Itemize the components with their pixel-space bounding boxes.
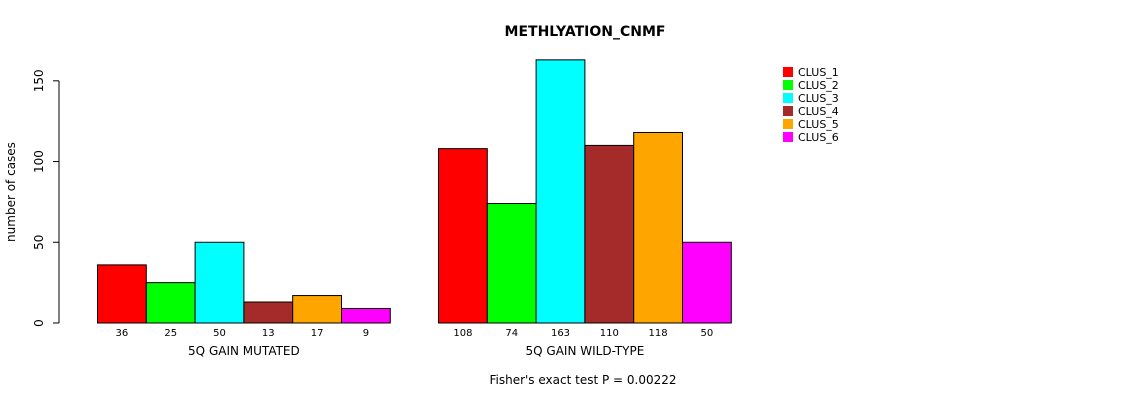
legend-label: CLUS_1 [798,66,839,79]
bar [243,301,294,324]
legend-swatch [783,119,793,129]
bar-count-label: 25 [164,328,177,339]
legend-item: CLUS_2 [783,79,839,92]
legend-swatch [783,106,793,116]
bar [292,295,343,324]
bar-count-label: 163 [551,328,570,339]
legend-item: CLUS_1 [783,66,839,79]
legend-swatch [783,67,793,77]
legend-label: CLUS_5 [798,118,839,131]
legend-swatch [783,80,793,90]
legend-label: CLUS_4 [798,105,839,118]
bar [97,264,147,324]
bar [145,282,196,324]
bar-count-label: 50 [701,328,714,339]
legend-label: CLUS_6 [798,131,839,144]
bar [682,241,732,324]
chart-title: METHLYATION_CNMF [505,24,666,40]
group-label: 5Q GAIN WILD-TYPE [526,344,645,358]
y-tick-label: 50 [32,235,46,250]
legend-label: CLUS_2 [798,79,839,92]
bar-count-labels: 36 25 50 13 17 9 108 74 163 110 118 50 [116,328,714,339]
bar [486,203,537,324]
bar-count-label: 13 [262,328,275,339]
bar [584,144,635,324]
legend-swatch [783,132,793,142]
group-labels: 5Q GAIN MUTATED 5Q GAIN WILD-TYPE [188,344,644,358]
bar [535,59,586,324]
legend-item: CLUS_6 [783,131,839,144]
legend-item: CLUS_5 [783,118,839,131]
y-axis: 0 50 100 150 [32,69,60,327]
bar-count-label: 110 [600,328,619,339]
bar [341,307,391,324]
bar-count-label: 17 [311,328,324,339]
bar-count-label: 9 [363,328,369,339]
bar-count-label: 74 [505,328,518,339]
bar-count-label: 50 [213,328,226,339]
legend-item: CLUS_3 [783,92,839,105]
bar [633,131,684,324]
bars [97,59,732,324]
legend-item: CLUS_4 [783,105,839,118]
bar-count-label: 36 [116,328,129,339]
group-label: 5Q GAIN MUTATED [188,344,300,358]
legend-label: CLUS_3 [798,92,839,105]
fisher-test-footnote: Fisher's exact test P = 0.00222 [489,373,676,387]
y-tick-label: 100 [32,150,46,173]
y-axis-label: number of cases [4,142,18,242]
bar [194,241,245,324]
y-tick-label: 150 [32,69,46,92]
bar [438,148,488,324]
bar-count-label: 118 [649,328,668,339]
legend-swatch [783,93,793,103]
y-tick-label: 0 [32,319,46,327]
bar-count-label: 108 [453,328,472,339]
